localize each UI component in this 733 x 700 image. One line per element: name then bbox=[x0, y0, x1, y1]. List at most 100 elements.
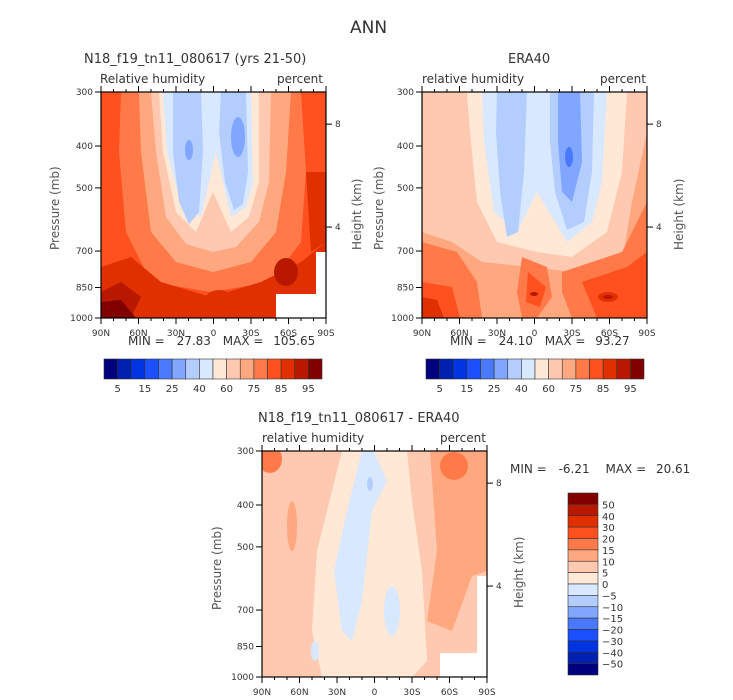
colorbar-swatch bbox=[480, 358, 495, 380]
contour-fill bbox=[101, 92, 326, 318]
colorbar-swatch bbox=[199, 358, 214, 380]
colorbar-swatch bbox=[493, 358, 509, 380]
missing-data-region bbox=[440, 653, 487, 677]
contour-region bbox=[274, 258, 298, 286]
max-label: MAX = bbox=[605, 462, 647, 476]
colorbar-label: 25 bbox=[166, 384, 179, 395]
x-tick-label: 60N bbox=[129, 329, 147, 339]
colorbar-swatch bbox=[521, 358, 536, 380]
y-tick-label: 850 bbox=[397, 283, 414, 293]
colorbar-swatch bbox=[561, 358, 577, 380]
contour-region bbox=[422, 297, 444, 318]
plot-frame bbox=[100, 91, 327, 319]
contour-region bbox=[262, 451, 282, 473]
y-tick-label: 700 bbox=[76, 247, 93, 257]
x-tick-label: 0 bbox=[372, 688, 378, 698]
colorbar-label: 95 bbox=[624, 384, 637, 395]
colorbar-swatch bbox=[130, 358, 146, 380]
colorbar-swatch bbox=[308, 358, 323, 380]
colorbar-swatch bbox=[103, 358, 118, 380]
colorbar-swatch bbox=[185, 358, 200, 380]
panel-obs-right-label: percent bbox=[600, 72, 646, 86]
max-value: 20.61 bbox=[655, 462, 691, 476]
panel-diff-right-label: percent bbox=[440, 431, 486, 445]
colorbar-label: 85 bbox=[597, 384, 610, 395]
colorbar-label: 5 bbox=[436, 384, 442, 395]
panel-diff-stats: MIN = -6.21 MAX = 20.61 bbox=[510, 462, 690, 476]
colorbar-label: 75 bbox=[248, 384, 261, 395]
missing-data-region bbox=[477, 576, 487, 653]
colorbar-swatch bbox=[117, 358, 132, 380]
y-tick-label: 850 bbox=[237, 642, 254, 652]
colorbar-label: −40 bbox=[602, 648, 623, 659]
y-tick-label: 300 bbox=[76, 88, 93, 98]
x-tick-label: 30N bbox=[488, 329, 506, 339]
panel-model-right-label: percent bbox=[277, 72, 323, 86]
x-tick-label: 90N bbox=[92, 329, 110, 339]
colorbar-label: 20 bbox=[602, 535, 615, 546]
contour-region bbox=[384, 586, 400, 636]
panel-diff-ylabel: Pressure (mb) bbox=[210, 526, 224, 610]
colorbar-swatch bbox=[171, 358, 187, 380]
contour-region bbox=[565, 147, 573, 167]
x-tick-label: 90N bbox=[253, 688, 271, 698]
colorbar-swatch bbox=[239, 358, 255, 380]
colorbar-label: −5 bbox=[602, 591, 617, 602]
height-tick-label: 4 bbox=[496, 582, 502, 592]
panel-diff-plot: 90N 60N 30N 0 30S 60S 90S 300 400 500 700 850 1000 8 4 bbox=[231, 445, 502, 698]
x-tick-label: 0 bbox=[532, 329, 538, 339]
x-tick-label: 90S bbox=[638, 329, 655, 339]
contour-region bbox=[311, 641, 319, 661]
colorbar-swatch bbox=[294, 358, 309, 380]
contour-region bbox=[440, 452, 468, 480]
colorbar-swatch bbox=[567, 663, 599, 676]
height-tick-label: 4 bbox=[335, 223, 341, 233]
colorbar-swatch bbox=[589, 358, 604, 380]
colorbar-swatch bbox=[567, 515, 599, 528]
y-tick-label: 400 bbox=[237, 501, 254, 511]
panel-obs-left-label: relative humidity bbox=[422, 72, 525, 86]
colorbar-label: −20 bbox=[602, 626, 623, 637]
x-tick-label: 60S bbox=[601, 329, 618, 339]
colorbar-swatch bbox=[616, 358, 631, 380]
colorbar-swatch bbox=[567, 526, 599, 539]
colorbar-swatch bbox=[567, 549, 599, 562]
height-tick-label: 8 bbox=[496, 479, 502, 489]
colorbar-label: −10 bbox=[602, 603, 623, 614]
y-tick-label: 300 bbox=[237, 447, 254, 457]
colorbar-swatch bbox=[567, 583, 599, 596]
x-tick-label: 30N bbox=[328, 688, 346, 698]
colorbar-label: 15 bbox=[602, 546, 615, 557]
y-tick-label: 700 bbox=[397, 247, 414, 257]
colorbar-swatch bbox=[567, 572, 599, 585]
min-value: 24.10 bbox=[498, 334, 533, 348]
colorbar-swatch bbox=[567, 617, 599, 630]
contour-region bbox=[334, 451, 387, 641]
colorbar-label: −50 bbox=[602, 660, 623, 671]
x-tick-label: 90S bbox=[317, 329, 334, 339]
panel-diff-ylabel-right: Height (km) bbox=[512, 536, 526, 608]
plot-frame bbox=[421, 91, 648, 319]
x-tick-label: 60N bbox=[450, 329, 468, 339]
colorbar-swatch bbox=[425, 358, 440, 380]
x-tick-label: 30S bbox=[403, 688, 420, 698]
colorbar-label: 25 bbox=[488, 384, 501, 395]
colorbar-label: 30 bbox=[602, 523, 615, 534]
x-tick-label: 60N bbox=[290, 688, 308, 698]
y-tick-label: 500 bbox=[397, 184, 414, 194]
colorbar-swatch bbox=[534, 358, 549, 380]
colorbar-swatch bbox=[567, 538, 599, 551]
contour-region bbox=[526, 272, 546, 307]
x-tick-label: 90S bbox=[478, 688, 495, 698]
panel-obs-ylabel-right: Height (km) bbox=[672, 178, 686, 250]
contour-region bbox=[101, 300, 136, 318]
colorbar-swatch bbox=[567, 606, 599, 619]
y-tick-label: 500 bbox=[76, 184, 93, 194]
missing-data-region bbox=[276, 294, 326, 318]
min-label: MIN = bbox=[450, 334, 487, 348]
y-tick-label: 850 bbox=[76, 283, 93, 293]
contour-region bbox=[558, 92, 582, 202]
contour-region bbox=[231, 117, 245, 157]
y-tick-label: 400 bbox=[76, 142, 93, 152]
colorbar-label: 5 bbox=[602, 569, 608, 580]
